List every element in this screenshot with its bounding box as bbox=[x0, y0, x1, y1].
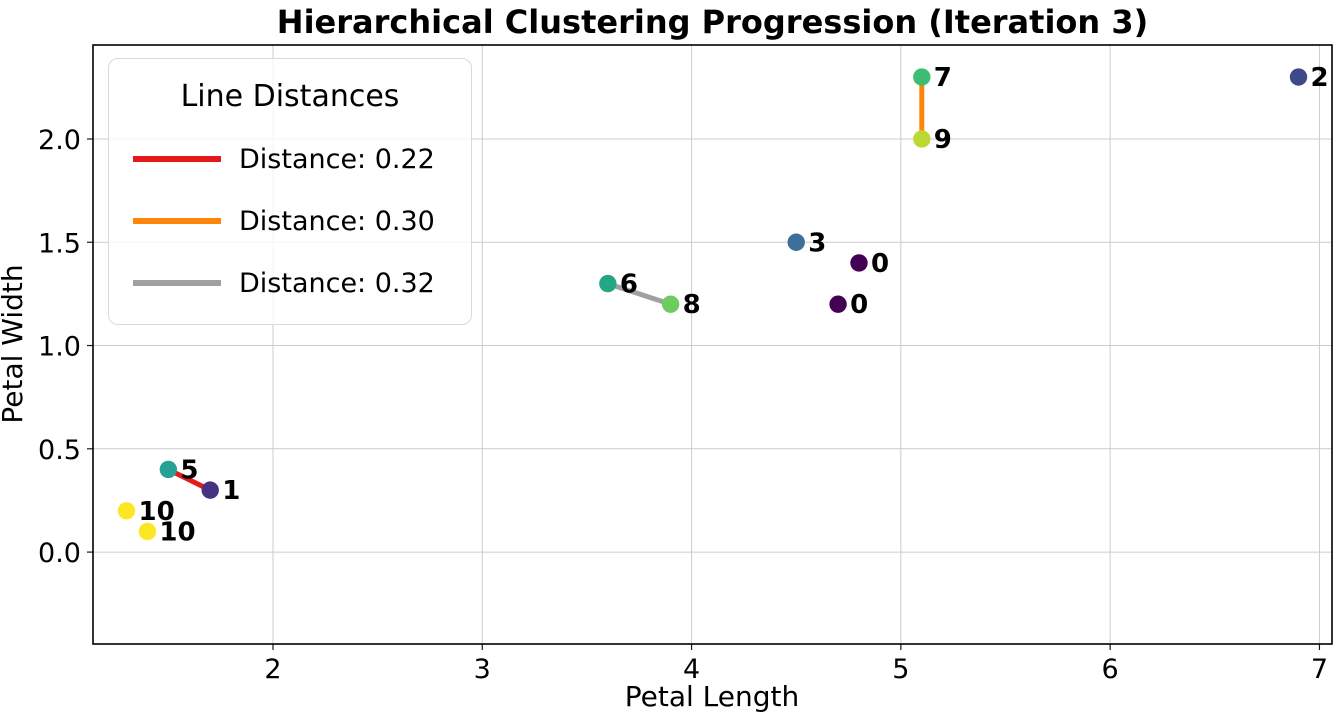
point-label: 0 bbox=[850, 290, 868, 320]
point-label: 9 bbox=[934, 125, 952, 155]
point-label: 8 bbox=[683, 290, 701, 320]
y-tick-label: 1.5 bbox=[38, 228, 81, 259]
data-point bbox=[661, 295, 680, 313]
point-label: 2 bbox=[1311, 63, 1329, 93]
data-point bbox=[138, 522, 157, 541]
axes-frame bbox=[92, 44, 1333, 645]
y-tick-label: 0.5 bbox=[38, 435, 81, 466]
data-point bbox=[159, 460, 178, 479]
data-point bbox=[850, 254, 868, 272]
point-label: 0 bbox=[871, 249, 889, 279]
x-axis-label: Petal Length bbox=[625, 680, 800, 713]
data-point bbox=[1289, 68, 1308, 86]
point-label: 6 bbox=[620, 270, 638, 300]
x-tick-label: 4 bbox=[683, 654, 700, 685]
x-tick-label: 7 bbox=[1311, 654, 1328, 685]
point-label: 5 bbox=[180, 455, 198, 485]
point-label: 10 bbox=[159, 517, 195, 547]
legend: Line Distances Distance: 0.22 Distance: … bbox=[108, 58, 472, 325]
legend-title: Line Distances bbox=[180, 79, 400, 114]
legend-entry: Distance: 0.32 bbox=[133, 265, 447, 301]
data-point bbox=[201, 481, 219, 499]
data-point bbox=[829, 295, 847, 313]
distance-line bbox=[607, 281, 672, 307]
y-tick-label: 0.0 bbox=[38, 538, 81, 569]
legend-entry: Distance: 0.22 bbox=[133, 141, 447, 177]
legend-entry-label: Distance: 0.30 bbox=[239, 205, 435, 237]
point-label: 10 bbox=[138, 497, 174, 527]
data-point bbox=[913, 130, 931, 148]
y-tick-label: 1.0 bbox=[38, 332, 81, 363]
x-tick-label: 3 bbox=[474, 654, 491, 685]
legend-entry-label: Distance: 0.32 bbox=[239, 267, 435, 299]
data-point bbox=[913, 68, 931, 86]
legend-entry-label: Distance: 0.22 bbox=[239, 143, 435, 175]
point-label: 7 bbox=[934, 63, 952, 93]
data-point bbox=[599, 274, 617, 293]
point-label: 3 bbox=[808, 228, 826, 258]
y-tick-label: 2.0 bbox=[38, 125, 81, 156]
x-tick-label: 6 bbox=[1102, 654, 1119, 685]
point-label: 1 bbox=[222, 476, 240, 506]
legend-line-swatch-orange bbox=[133, 218, 221, 224]
legend-line-swatch-gray bbox=[133, 280, 221, 286]
data-point bbox=[117, 502, 136, 520]
legend-line-swatch-red bbox=[133, 156, 221, 162]
legend-entry: Distance: 0.30 bbox=[133, 203, 447, 239]
x-tick-label: 2 bbox=[264, 654, 281, 685]
data-point bbox=[787, 233, 805, 251]
y-axis-label: Petal Width bbox=[0, 264, 29, 423]
chart-title: Hierarchical Clustering Progression (Ite… bbox=[276, 3, 1149, 41]
x-tick-label: 5 bbox=[892, 654, 909, 685]
